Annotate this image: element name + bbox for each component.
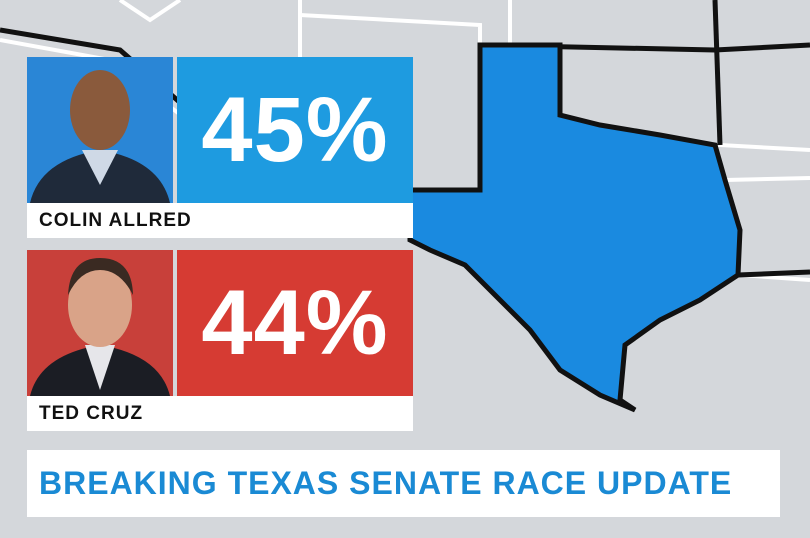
candidate-name: COLIN ALLRED — [27, 203, 413, 238]
percent: 44% — [201, 271, 389, 374]
candidate-name: TED CRUZ — [27, 396, 413, 431]
percent: 45% — [201, 78, 389, 181]
shirt — [82, 150, 118, 185]
border — [713, 0, 810, 152]
border — [712, 0, 723, 146]
percent-box — [177, 57, 413, 203]
hair — [68, 258, 133, 295]
border — [724, 176, 810, 182]
texas — [407, 42, 743, 413]
border — [118, 0, 182, 23]
shirt — [85, 345, 115, 390]
headline: BREAKING TEXAS SENATE RACE UPDATE — [27, 450, 780, 517]
percent-box — [177, 250, 413, 396]
face — [70, 70, 130, 150]
face — [68, 263, 132, 347]
border — [737, 269, 810, 278]
